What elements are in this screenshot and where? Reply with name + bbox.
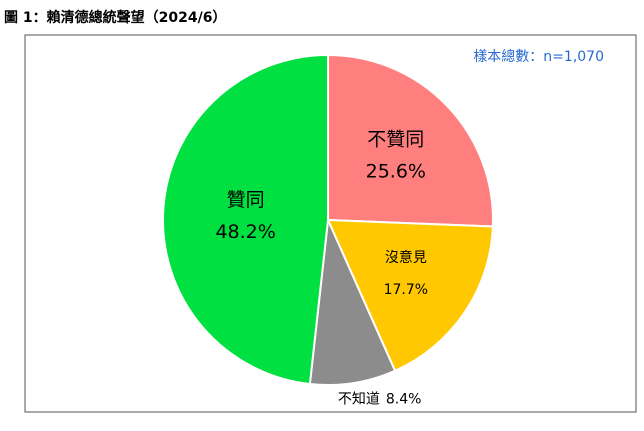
value-label: 17.7%: [384, 282, 428, 298]
pie-slice: [162, 53, 329, 386]
chart-title: 圖 1：賴清德總統聲望（2024/6）: [4, 9, 226, 26]
annotation: 樣本總數：n=1,070: [473, 48, 604, 65]
pie-slice: [326, 218, 494, 373]
slice-label: 沒意見: [385, 249, 427, 266]
value-label: 48.2%: [215, 221, 275, 243]
pie-slice: [327, 53, 494, 228]
value-label: 25.6%: [366, 160, 426, 182]
pie-slice: [308, 216, 397, 386]
slice-label: 不贊同: [367, 128, 424, 150]
slice-label: 不知道: [338, 390, 380, 407]
slice-label: 贊同: [227, 189, 265, 211]
frame: [24, 34, 637, 413]
value-label: 8.4%: [386, 391, 422, 407]
